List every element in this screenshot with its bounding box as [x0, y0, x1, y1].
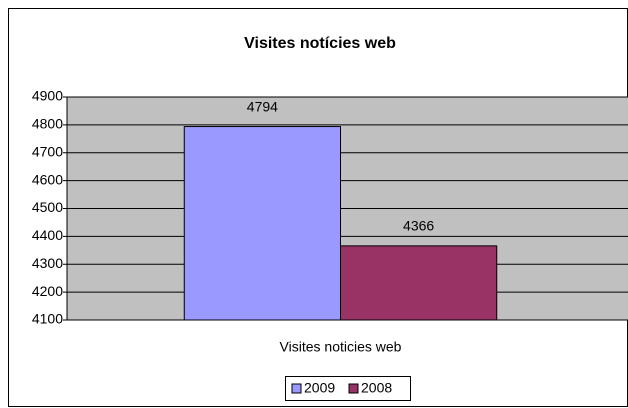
y-tick-label: 4100: [32, 311, 63, 327]
y-tick-label: 4300: [32, 255, 63, 271]
y-tick-label: 4500: [32, 199, 63, 215]
y-tick-label: 4400: [32, 227, 63, 243]
y-tick-label: 4900: [32, 88, 63, 104]
y-tick-label: 4700: [32, 143, 63, 159]
legend-label: 2009: [304, 380, 335, 396]
data-label: 4366: [403, 218, 434, 234]
chart-title: Visites notícies web: [244, 35, 396, 52]
bar: [340, 245, 498, 321]
data-label: 4794: [247, 98, 278, 114]
x-tick-label: Visites noticies web: [280, 339, 402, 355]
bar: [183, 126, 341, 321]
legend-box: [285, 376, 411, 401]
y-tick-label: 4200: [32, 283, 63, 299]
y-tick-label: 4800: [32, 116, 63, 132]
y-tick-label: 4600: [32, 171, 63, 187]
legend-label: 2008: [361, 380, 392, 396]
legend-swatch: [291, 383, 302, 394]
legend-swatch: [348, 383, 359, 394]
